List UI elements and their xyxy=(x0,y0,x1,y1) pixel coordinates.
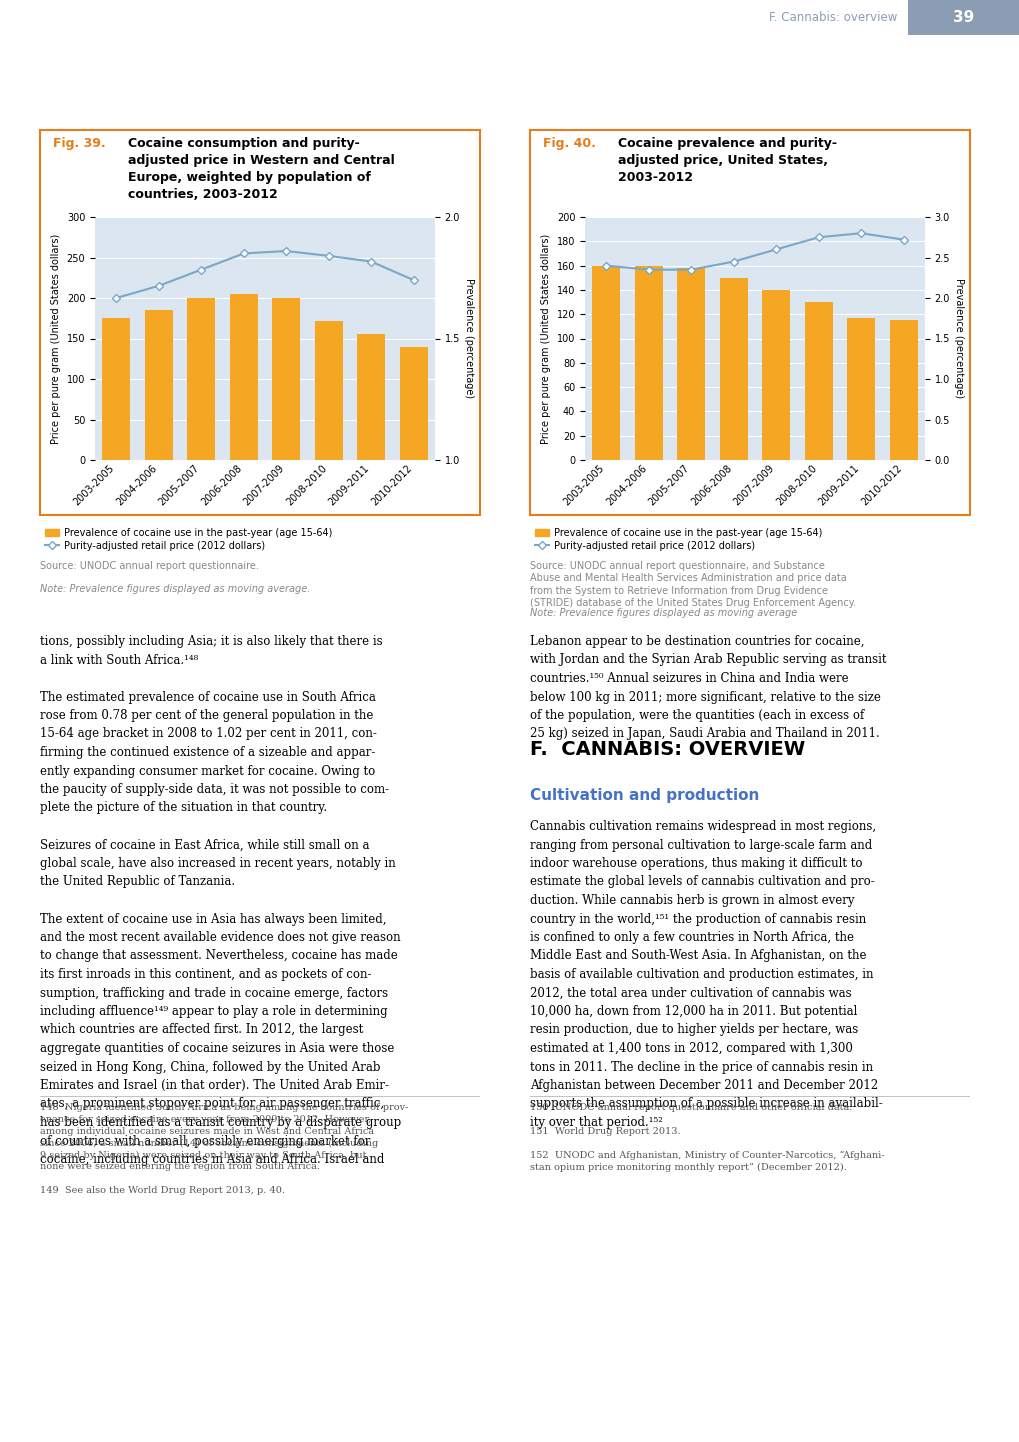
Legend: Prevalence of cocaine use in the past-year (age 15-64), Purity-adjusted retail p: Prevalence of cocaine use in the past-ye… xyxy=(534,528,822,551)
Text: Lebanon appear to be destination countries for cocaine,
with Jordan and the Syri: Lebanon appear to be destination countri… xyxy=(530,634,886,741)
Bar xyxy=(677,268,704,460)
Text: F.  CANNABIS: OVERVIEW: F. CANNABIS: OVERVIEW xyxy=(530,740,804,758)
Bar xyxy=(187,298,215,460)
Bar xyxy=(804,301,832,460)
Bar xyxy=(761,290,790,460)
Text: Cannabis cultivation remains widespread in most regions,
ranging from personal c: Cannabis cultivation remains widespread … xyxy=(530,820,881,1129)
Bar xyxy=(357,335,385,460)
Bar xyxy=(315,320,342,460)
Y-axis label: Prevalence (percentage): Prevalence (percentage) xyxy=(464,278,474,398)
Bar xyxy=(399,346,427,460)
Text: Source: UNODC annual report questionnaire.: Source: UNODC annual report questionnair… xyxy=(40,561,259,571)
Bar xyxy=(907,0,1019,35)
Text: Cocaine consumption and purity-
adjusted price in Western and Central
Europe, we: Cocaine consumption and purity- adjusted… xyxy=(127,137,394,200)
Bar xyxy=(272,298,300,460)
Y-axis label: Prevalence (percentage): Prevalence (percentage) xyxy=(953,278,963,398)
Text: Note: Prevalence figures displayed as moving average.: Note: Prevalence figures displayed as mo… xyxy=(40,584,310,594)
Bar xyxy=(102,319,130,460)
Y-axis label: Price per pure gram (United States dollars): Price per pure gram (United States dolla… xyxy=(51,234,61,444)
Text: Cocaine prevalence and purity-
adjusted price, United States,
2003-2012: Cocaine prevalence and purity- adjusted … xyxy=(618,137,837,183)
Text: WORLD DRUG REPORT 2014: WORLD DRUG REPORT 2014 xyxy=(997,991,1006,1144)
Bar xyxy=(889,320,917,460)
Bar xyxy=(145,310,172,460)
Text: 150  UNODC annual report questionnaire and other official data.

151  World Drug: 150 UNODC annual report questionnaire an… xyxy=(530,1103,883,1172)
Legend: Prevalence of cocaine use in the past-year (age 15-64), Purity-adjusted retail p: Prevalence of cocaine use in the past-ye… xyxy=(45,528,332,551)
Y-axis label: Price per pure gram (United States dollars): Price per pure gram (United States dolla… xyxy=(541,234,550,444)
Text: tions, possibly including Asia; it is also likely that there is
a link with Sout: tions, possibly including Asia; it is al… xyxy=(40,634,400,1167)
Text: Fig. 39.: Fig. 39. xyxy=(53,137,106,150)
Text: 148  Nigeria identified South Africa as being among the countries of prov-
enanc: 148 Nigeria identified South Africa as b… xyxy=(40,1103,408,1195)
Bar xyxy=(229,294,258,460)
Text: F. Cannabis: overview: F. Cannabis: overview xyxy=(768,12,897,25)
Text: Cultivation and production: Cultivation and production xyxy=(530,787,758,803)
Bar xyxy=(634,265,662,460)
Bar xyxy=(592,265,620,460)
Text: Note: Prevalence figures displayed as moving average: Note: Prevalence figures displayed as mo… xyxy=(530,607,797,617)
Text: Fig. 40.: Fig. 40. xyxy=(543,137,595,150)
Text: Source: UNODC annual report questionnaire, and Substance
Abuse and Mental Health: Source: UNODC annual report questionnair… xyxy=(530,561,855,609)
Text: 39: 39 xyxy=(953,10,973,25)
Bar xyxy=(719,278,747,460)
Bar xyxy=(847,317,874,460)
